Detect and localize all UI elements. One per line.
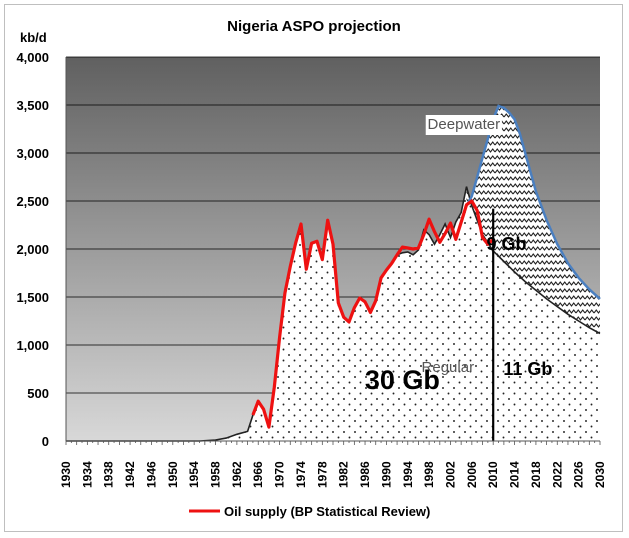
x-tick-label-1942: 1942 [123, 461, 137, 488]
x-tick-label-2022: 2022 [550, 461, 564, 488]
x-tick-label-1950: 1950 [166, 461, 180, 488]
x-tick-label-2006: 2006 [465, 461, 479, 488]
y-tick-label-0: 0 [42, 434, 49, 449]
annotation-30-gb: 30 Gb [365, 365, 440, 395]
x-tick-label-2014: 2014 [508, 461, 522, 488]
y-tick-label-1500: 1,500 [16, 290, 49, 305]
x-tick-label-1934: 1934 [80, 461, 94, 488]
y-axis-unit-label: kb/d [20, 30, 47, 45]
x-tick-label-2018: 2018 [529, 461, 543, 488]
x-tick-label-2030: 2030 [593, 461, 607, 488]
x-tick-label-1974: 1974 [294, 461, 308, 488]
legend: Oil supply (BP Statistical Review) [189, 504, 430, 519]
y-tick-label-2500: 2,500 [16, 194, 49, 209]
y-tick-label-2000: 2,000 [16, 242, 49, 257]
x-tick-label-1978: 1978 [315, 461, 329, 488]
x-tick-label-1946: 1946 [144, 461, 158, 488]
x-tick-label-1998: 1998 [422, 461, 436, 488]
y-tick-labels: 0 500 1,000 1,500 2,000 2,500 3,000 3,500 4,000 [16, 50, 49, 449]
x-tick-label-1938: 1938 [102, 461, 116, 488]
area-series [66, 106, 600, 441]
x-tick-label-1986: 1986 [358, 461, 372, 488]
y-tick-label-3000: 3,000 [16, 146, 49, 161]
x-tick-label-1930: 1930 [59, 461, 73, 488]
chart-title: Nigeria ASPO projection [227, 18, 401, 35]
chart-frame [4, 4, 623, 532]
x-tick-label-2010: 2010 [486, 461, 500, 488]
annotation-deepwater: Deepwater [428, 116, 501, 133]
x-tick-label-1958: 1958 [209, 461, 223, 488]
line-oil-supply [251, 199, 495, 429]
x-tick-label-1990: 1990 [379, 461, 393, 488]
y-tick-label-500: 500 [27, 386, 49, 401]
x-tick-label-1962: 1962 [230, 461, 244, 488]
annotation-11-gb: 11 Gb [503, 359, 552, 379]
annotation-box-0 [425, 115, 502, 135]
legend-label-oil-supply: Oil supply (BP Statistical Review) [224, 504, 430, 519]
annotation-regular: Regular [422, 359, 475, 376]
annotation-9-gb: 9 Gb [487, 234, 527, 254]
x-tick-label-1954: 1954 [187, 461, 201, 488]
x-tick-label-2026: 2026 [572, 461, 586, 488]
line-series [66, 104, 601, 442]
line-deepwater [465, 104, 601, 300]
y-tick-label-1000: 1,000 [16, 338, 49, 353]
y-tick-label-3500: 3,500 [16, 98, 49, 113]
x-tick-label-1982: 1982 [337, 461, 351, 488]
x-tick-label-1970: 1970 [273, 461, 287, 488]
x-tick-label-1994: 1994 [401, 461, 415, 488]
x-tick-label-1966: 1966 [251, 461, 265, 488]
axes [65, 57, 601, 445]
x-tick-labels: 1930 1934 1938 1942 1946 1950 1954 1958 1962 1966… [59, 461, 607, 488]
x-tick-label-2002: 2002 [443, 461, 457, 488]
area-regular [66, 186, 600, 441]
area-deepwater [466, 106, 600, 334]
y-tick-label-4000: 4,000 [16, 50, 49, 65]
